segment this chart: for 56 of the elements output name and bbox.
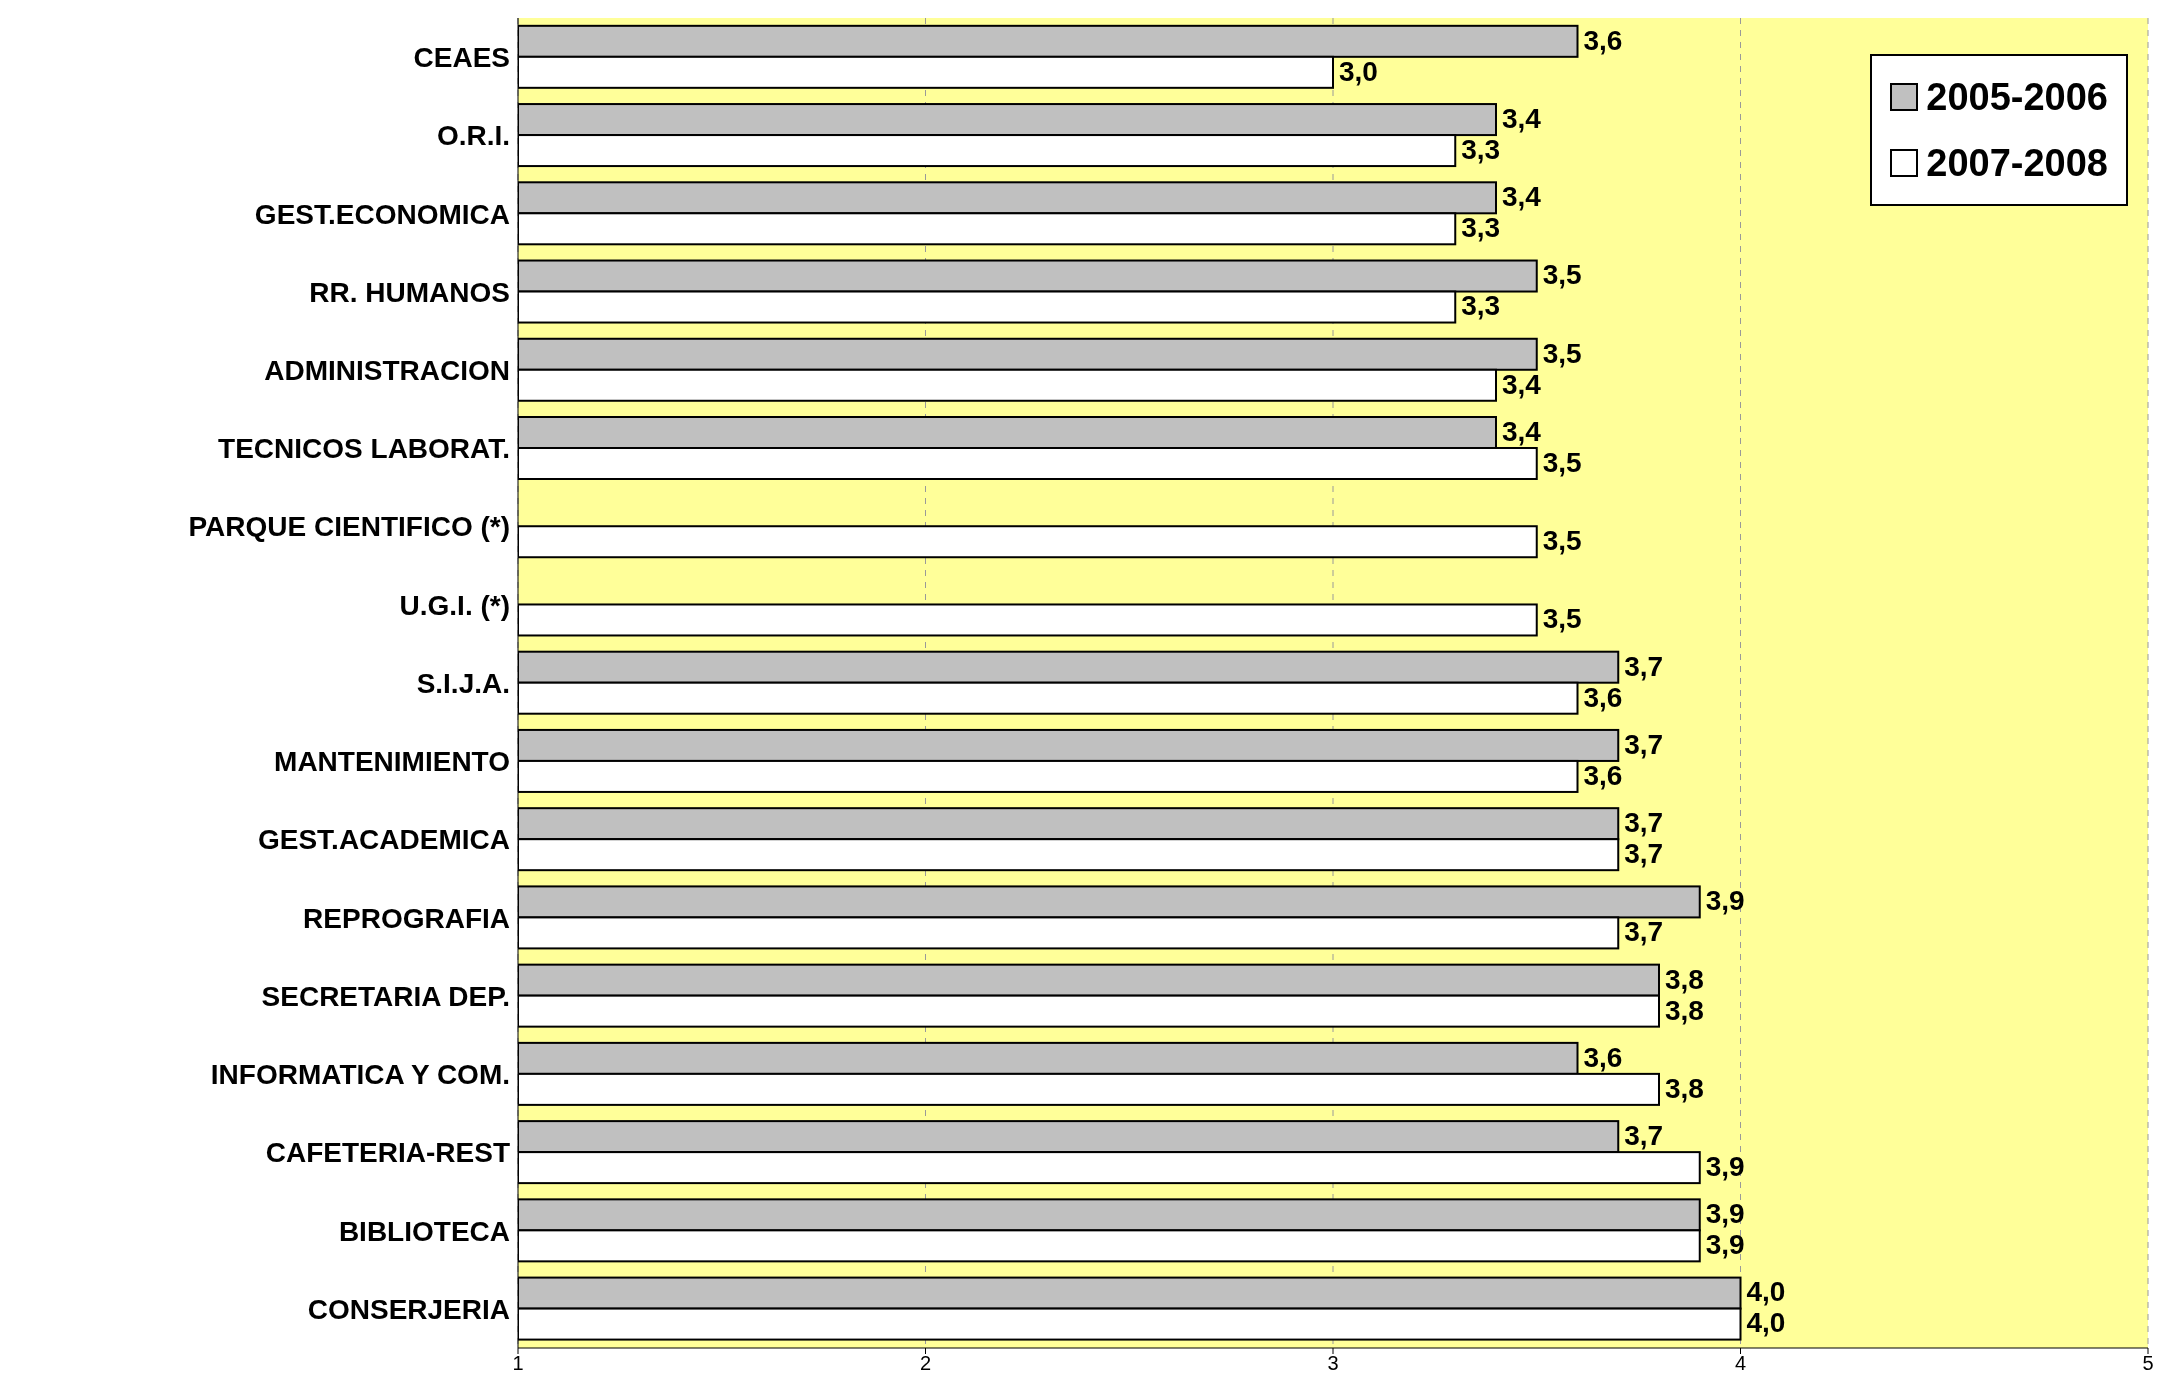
- x-tick-label: 3: [1327, 1352, 1339, 1375]
- y-tick-label: RR. HUMANOS: [309, 276, 510, 308]
- data-label: 3,7: [1624, 916, 1664, 948]
- data-label: 3,8: [1665, 1072, 1704, 1104]
- data-label: 3,6: [1583, 681, 1623, 713]
- data-label: 3,5: [1542, 337, 1582, 369]
- x-tick-label: 4: [1734, 1352, 1747, 1375]
- data-label: 3,6: [1583, 759, 1623, 791]
- data-label: 3,3: [1461, 290, 1501, 322]
- y-tick-label: PARQUE CIENTIFICO (*): [188, 511, 510, 543]
- data-label: 3,5: [1542, 525, 1582, 557]
- data-label: 3,5: [1542, 603, 1582, 635]
- data-label: 3,7: [1624, 728, 1664, 760]
- data-label: 3,5: [1542, 446, 1582, 478]
- y-tick-label: S.I.J.A.: [416, 667, 510, 699]
- x-tick-label: 1: [512, 1352, 524, 1375]
- y-tick-label: O.R.I.: [436, 120, 510, 152]
- data-label: 3,4: [1502, 368, 1542, 400]
- data-label: 3,9: [1705, 885, 1745, 917]
- data-label: 3,9: [1705, 1229, 1745, 1261]
- data-label: 4,0: [1746, 1307, 1786, 1339]
- data-label: 3,8: [1665, 963, 1704, 995]
- data-label: 3,3: [1461, 133, 1501, 165]
- y-tick-label: SECRETARIA DEP.: [261, 980, 510, 1012]
- data-label: 3,8: [1665, 994, 1704, 1026]
- data-label: 3,7: [1624, 1120, 1664, 1152]
- data-label: 3,0: [1339, 55, 1378, 87]
- legend-label: 2007-2008: [1926, 141, 2108, 186]
- data-label: 3,7: [1624, 807, 1664, 839]
- data-label: 3,9: [1705, 1151, 1745, 1183]
- y-tick-label: MANTENIMIENTO: [274, 746, 510, 778]
- y-tick-label: TECNICOS LABORAT.: [218, 433, 510, 465]
- y-tick-label: CAFETERIA-REST: [265, 1137, 510, 1169]
- data-label: 3,4: [1502, 415, 1542, 447]
- data-label: 3,4: [1502, 181, 1542, 213]
- y-tick-label: GEST.ECONOMICA: [254, 198, 510, 230]
- y-tick-label: BIBLIOTECA: [338, 1215, 510, 1247]
- data-label: 3,7: [1624, 650, 1664, 682]
- y-tick-label: REPROGRAFIA: [303, 902, 510, 934]
- y-tick-label: CONSERJERIA: [307, 1293, 510, 1325]
- y-tick-label: GEST.ACADEMICA: [257, 824, 510, 856]
- data-label: 4,0: [1746, 1276, 1786, 1308]
- data-label: 3,6: [1583, 24, 1623, 56]
- x-tick-label: 5: [2142, 1352, 2154, 1375]
- data-label: 3,3: [1461, 212, 1501, 244]
- data-label: 3,9: [1705, 1198, 1745, 1230]
- y-tick-label: ADMINISTRACION: [264, 355, 510, 386]
- data-label: 3,7: [1624, 838, 1664, 870]
- y-tick-label: INFORMATICA Y COM.: [210, 1059, 510, 1091]
- data-label: 3,5: [1542, 259, 1582, 291]
- data-label: 3,4: [1502, 102, 1542, 134]
- legend-label: 2005-2006: [1926, 75, 2108, 120]
- x-tick-label: 2: [919, 1352, 932, 1375]
- y-tick-label: U.G.I. (*): [399, 589, 510, 621]
- y-tick-label: CEAES: [413, 42, 510, 74]
- data-label: 3,6: [1583, 1041, 1623, 1073]
